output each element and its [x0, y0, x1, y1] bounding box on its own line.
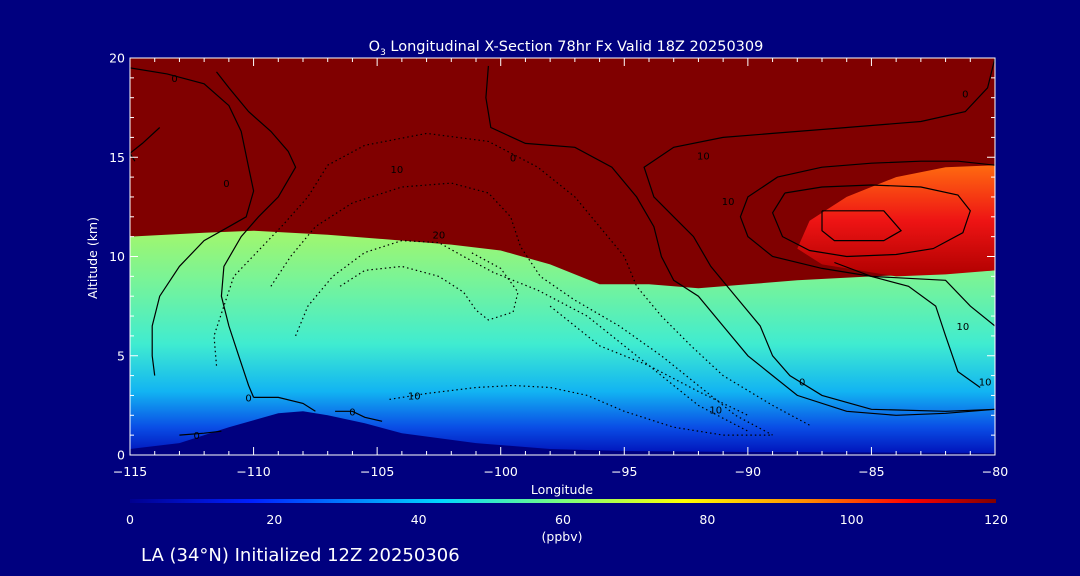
contour-label: 10: [391, 165, 404, 176]
x-tick-label: −105: [360, 464, 394, 479]
contour-label: 20: [433, 231, 446, 242]
contour-solid: [643, 58, 995, 412]
title-subscript: 3: [380, 48, 386, 58]
x-tick-label: −80: [982, 464, 1008, 479]
contour-solid: [216, 71, 297, 398]
enhanced-ozone-region: [797, 165, 995, 277]
y-axis-ticks: 0 5 10 15 20: [109, 51, 995, 463]
contour-label: 0: [349, 407, 355, 418]
title-rest: Longitudinal X-Section 78hr Fx Valid 18Z…: [386, 39, 764, 55]
colorbar-tick-label: 0: [126, 512, 134, 527]
colorbar-tick-label: 80: [699, 512, 715, 527]
contour-solid: [253, 396, 316, 412]
plot-area: 0 0 0 0 0 0 0 0 10 10 10 10 10 10 10 20: [130, 58, 995, 455]
contour-lines: [130, 58, 995, 436]
contour-label: 0: [194, 431, 200, 442]
contour-solid: [485, 65, 995, 416]
contour-solid: [771, 184, 971, 258]
contour-label: 10: [408, 391, 421, 402]
contour-label: 0: [799, 378, 805, 389]
x-tick-label: −85: [858, 464, 884, 479]
contour-label: 10: [979, 378, 992, 389]
contour-label: 0: [245, 393, 251, 404]
contour-label: 0: [171, 74, 177, 85]
colorbar-tick-label: 100: [840, 512, 864, 527]
contour-solid: [739, 160, 995, 327]
y-axis-label: Altitude (km): [85, 217, 100, 299]
contour-solid: [821, 210, 903, 242]
colorbar-tick-label: 20: [266, 512, 282, 527]
x-axis-label: Longitude: [531, 482, 593, 497]
x-axis-ticks: −115 −110 −105 −100 −95 −90 −85 −80: [113, 58, 1008, 479]
contour-dotted: [339, 251, 519, 321]
stratospheric-ozone-region: [130, 58, 995, 289]
contour-label: 0: [223, 179, 229, 190]
contour-solid: [179, 430, 222, 436]
x-tick-label: −100: [484, 464, 518, 479]
contour-dotted: [295, 239, 749, 432]
x-tick-label: −110: [236, 464, 270, 479]
contour-dotted: [549, 305, 749, 416]
x-tick-label: −95: [611, 464, 637, 479]
colorbar-unit: (ppbv): [542, 529, 583, 544]
contour-dotted: [270, 182, 773, 436]
colorbar-ticks: 0 20 40 60 80 100 120: [126, 512, 1008, 527]
title-prefix: O: [369, 39, 380, 55]
colorbar-tick-label: 60: [555, 512, 571, 527]
colorbar-tick-label: 40: [411, 512, 427, 527]
y-tick-label: 0: [117, 448, 125, 463]
contour-label: 10: [722, 197, 735, 208]
contour-label: 0: [962, 90, 968, 101]
colorbar-tick-label: 120: [984, 512, 1008, 527]
x-tick-label: −115: [113, 464, 147, 479]
contour-labels: 0 0 0 0 0 0 0 0 10 10 10 10 10 10 10 20: [171, 74, 991, 442]
contour-label: 0: [510, 153, 516, 164]
colorbar: [130, 499, 996, 503]
contour-solid: [130, 67, 255, 376]
contour-solid: [834, 261, 981, 388]
y-tick-label: 5: [117, 348, 125, 363]
chart-title: O3 Longitudinal X-Section 78hr Fx Valid …: [369, 39, 764, 58]
y-tick-label: 10: [109, 249, 125, 264]
contour-label: 10: [709, 405, 722, 416]
contour-label: 10: [697, 151, 710, 162]
contour-dotted: [389, 384, 773, 436]
x-tick-label: −90: [735, 464, 761, 479]
y-tick-label: 15: [109, 150, 125, 165]
contour-label: 10: [957, 322, 970, 333]
initialization-label: LA (34°N) Initialized 12Z 20250306: [141, 545, 460, 566]
contour-dotted: [213, 132, 810, 426]
terrain-mask: [130, 411, 995, 455]
contour-solid: [335, 410, 383, 422]
y-tick-label: 20: [109, 51, 125, 66]
